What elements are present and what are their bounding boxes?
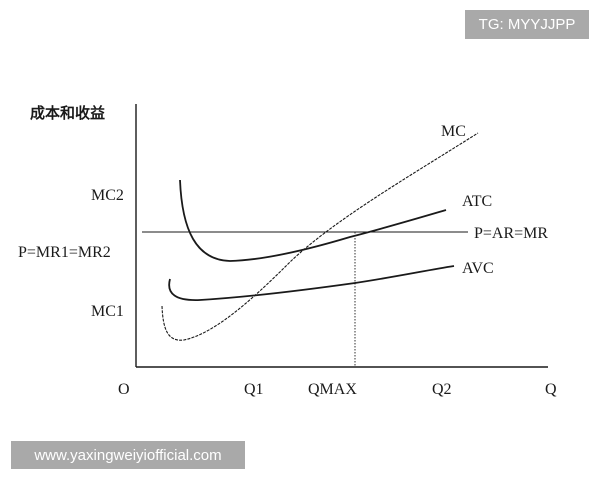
- y-tick-price: P=MR1=MR2: [18, 244, 111, 261]
- y-axis-label: 成本和收益: [30, 104, 105, 122]
- watermark-bottom: www.yaxingweiyiofficial.com: [11, 441, 245, 469]
- mc-curve: [161, 132, 479, 341]
- x-tick-qmax: QMAX: [308, 381, 357, 398]
- atc-curve: [179, 179, 447, 262]
- mc-curve-label: MC: [441, 123, 466, 140]
- watermark-top: TG: MYYJJPP: [465, 10, 589, 39]
- y-tick-mc1: MC1: [91, 303, 124, 320]
- origin-label: O: [118, 381, 130, 398]
- x-axis-label: Q: [545, 381, 557, 398]
- price-line-label: P=AR=MR: [474, 225, 548, 242]
- y-tick-mc2: MC2: [91, 187, 124, 204]
- avc-curve: [168, 265, 455, 301]
- atc-curve-label: ATC: [462, 193, 492, 210]
- x-tick-q2: Q2: [432, 381, 452, 398]
- avc-curve-label: AVC: [462, 260, 494, 277]
- x-tick-q1: Q1: [244, 381, 264, 398]
